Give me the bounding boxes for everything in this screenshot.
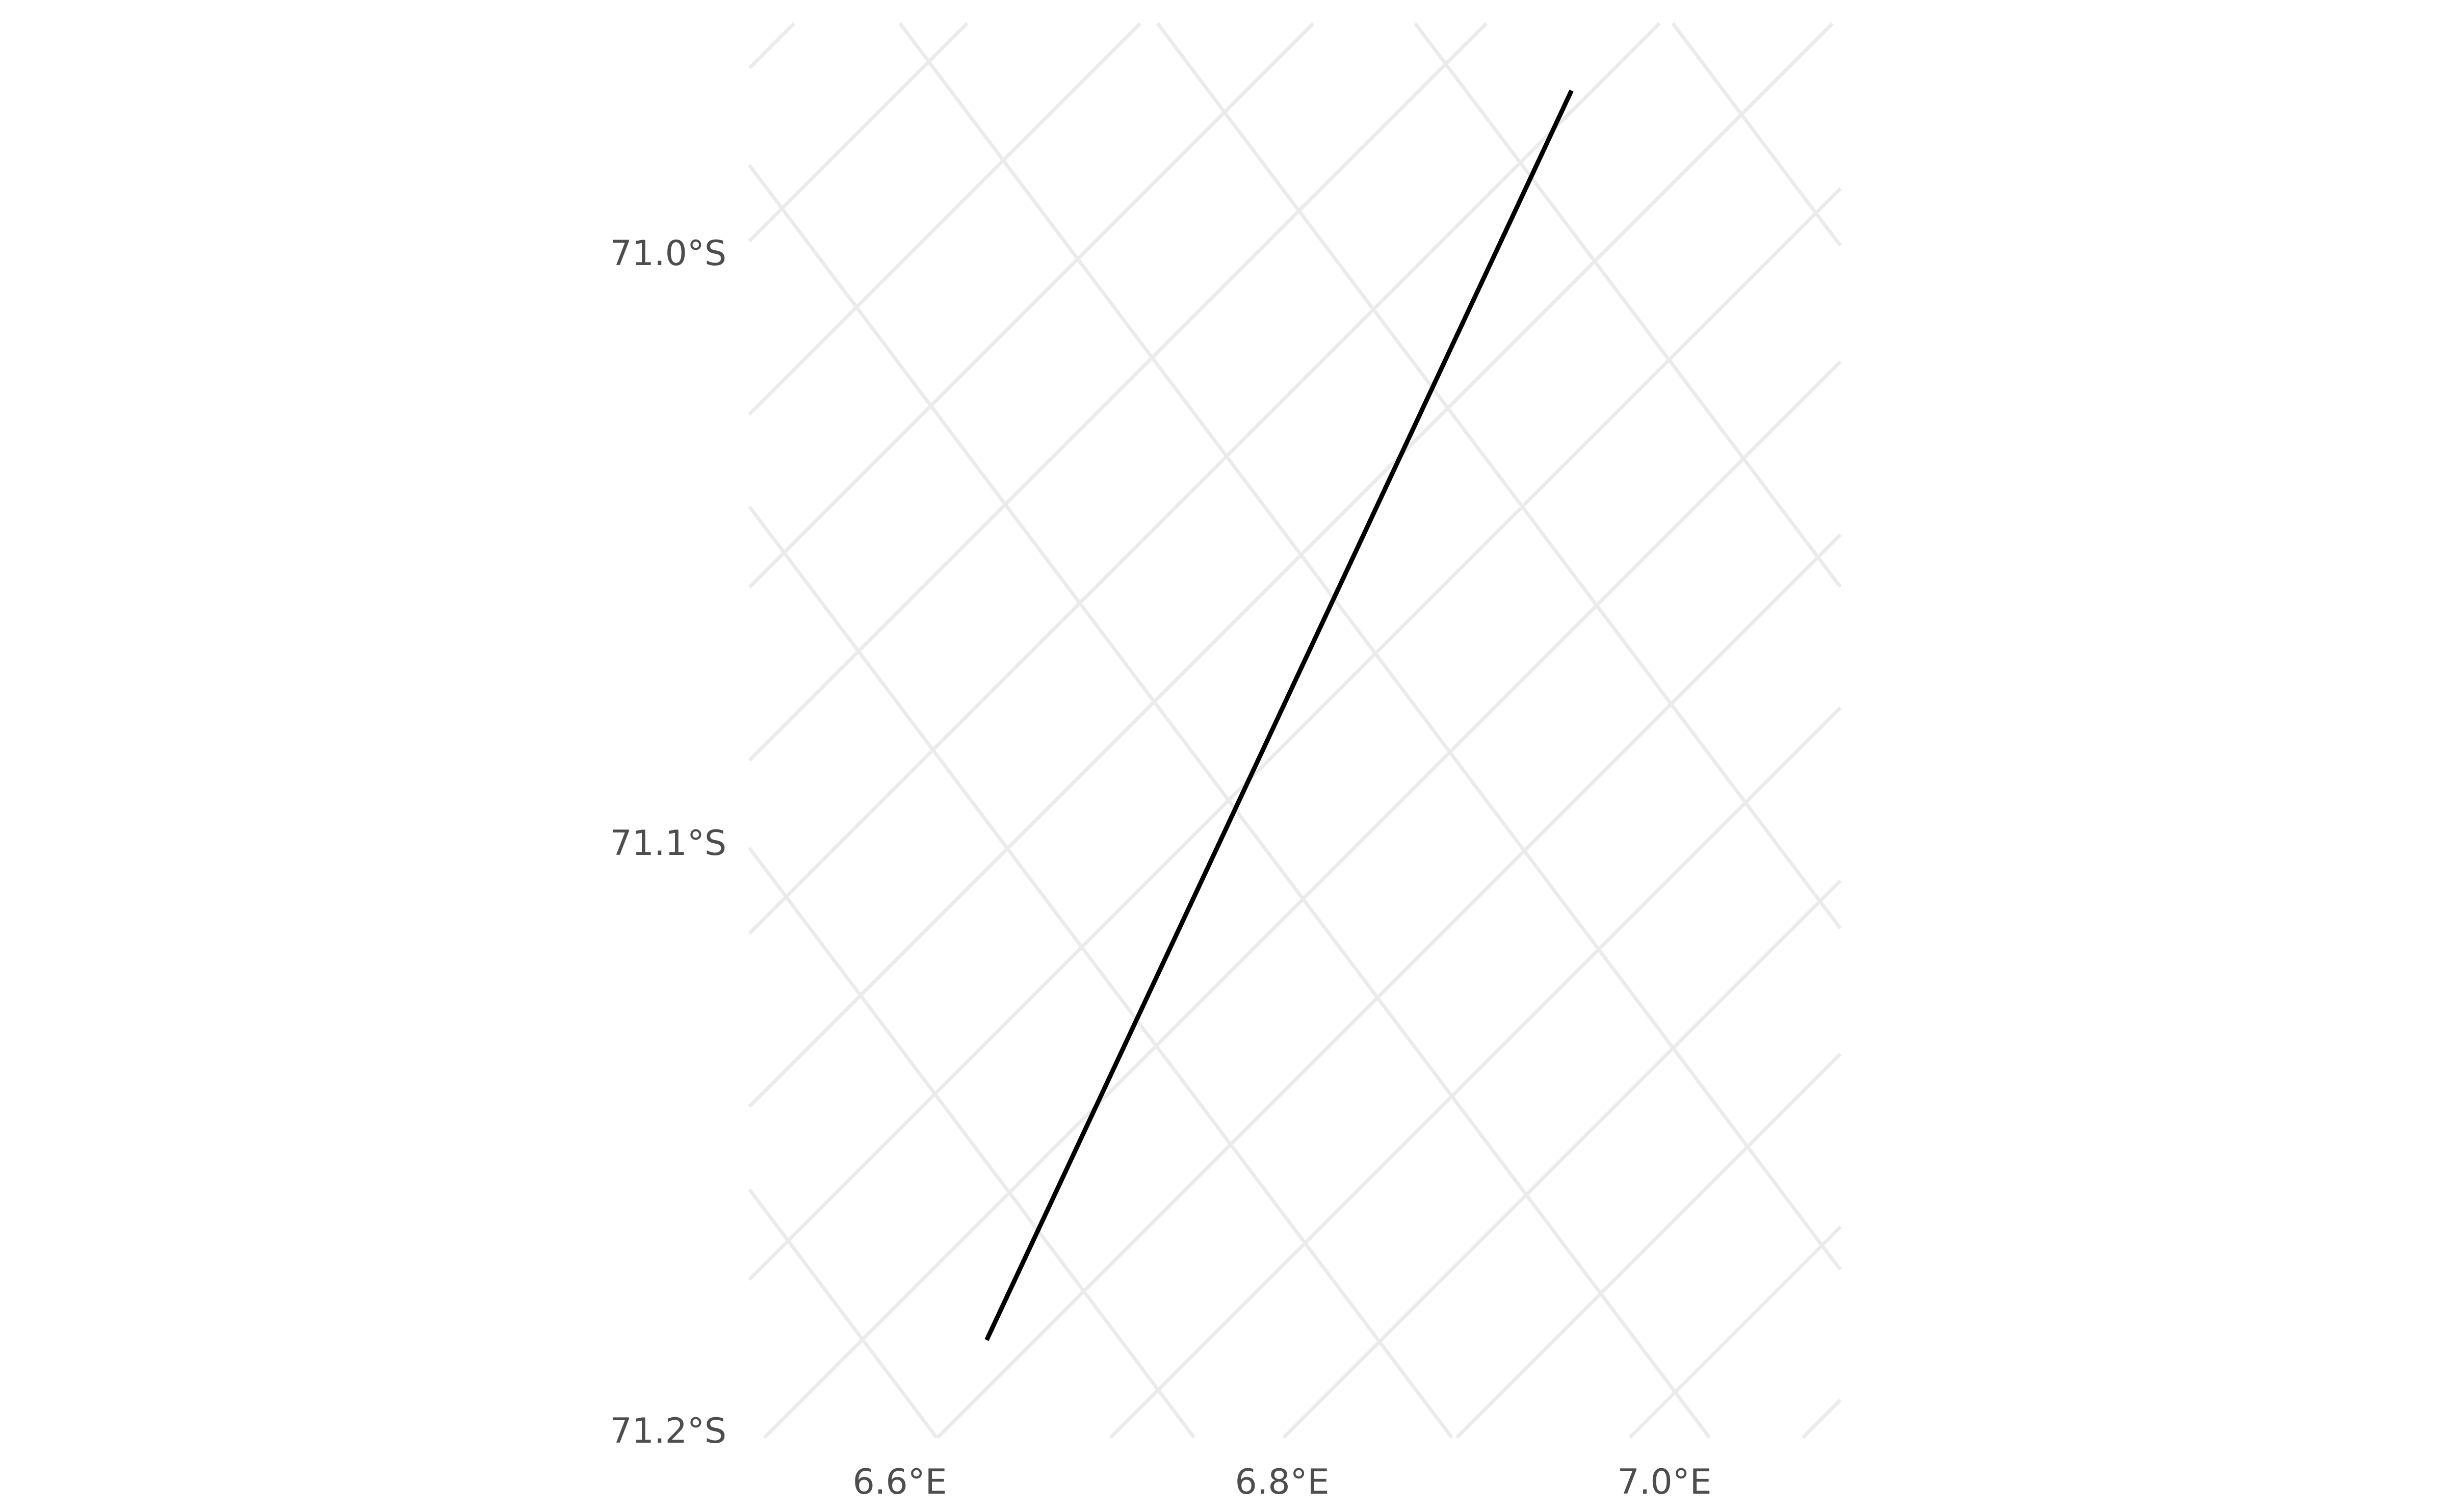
- parallel-line-71-00: [748, 22, 1661, 935]
- parallel-line-70-75: [748, 22, 795, 69]
- parallel-line-71-40: [1628, 1226, 1842, 1439]
- meridian-line-7-1: [1414, 22, 1842, 588]
- parallel-line-70-90: [748, 22, 1315, 589]
- parallel-line-71-45: [1802, 1399, 1842, 1439]
- graticule-meridians: [748, 22, 1842, 1439]
- parallel-line-71-25: [1109, 707, 1842, 1439]
- meridian-line-6-6: [748, 847, 1196, 1439]
- meridian-line-6-8: [748, 164, 1711, 1439]
- parallel-line-71-20: [936, 533, 1842, 1439]
- parallel-line-70-95: [748, 22, 1488, 762]
- meridian-line-6-5: [748, 1188, 938, 1439]
- x-tick-label-6-6: 6.6°E: [852, 1462, 947, 1502]
- track-line-0: [984, 89, 1574, 1341]
- tick-labels: 71.0°S 71.1°S 71.2°S 6.6°E 6.8°E 7.0°E: [610, 233, 1711, 1502]
- parallel-line-71-05: [748, 22, 1834, 1108]
- parallel-line-71-35: [1455, 1053, 1842, 1439]
- parallel-line-70-80: [748, 22, 969, 243]
- y-tick-label-71-0: 71.0°S: [610, 233, 726, 274]
- meridian-line-7-2: [1671, 22, 1842, 247]
- parallel-line-71-10: [748, 187, 1842, 1281]
- x-tick-label-7-0: 7.0°E: [1617, 1462, 1711, 1502]
- meridian-line-6-9: [898, 22, 1842, 1271]
- y-tick-label-71-1: 71.1°S: [610, 823, 726, 864]
- parallel-line-70-85: [748, 22, 1141, 415]
- x-tick-label-6-8: 6.8°E: [1235, 1462, 1329, 1502]
- meridian-line-7-0: [1156, 22, 1842, 930]
- track-layer: [984, 89, 1574, 1341]
- y-tick-label-71-2: 71.2°S: [610, 1411, 726, 1451]
- meridian-line-6-7: [748, 505, 1453, 1439]
- parallel-line-71-30: [1282, 879, 1842, 1439]
- graticule-parallels: [748, 22, 1842, 1439]
